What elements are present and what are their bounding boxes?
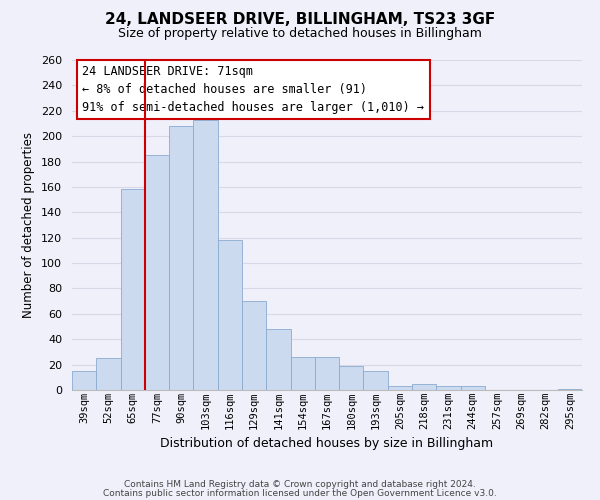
X-axis label: Distribution of detached houses by size in Billingham: Distribution of detached houses by size … xyxy=(160,437,494,450)
Bar xyxy=(388,386,412,390)
Bar xyxy=(145,155,169,390)
Text: Size of property relative to detached houses in Billingham: Size of property relative to detached ho… xyxy=(118,28,482,40)
Text: Contains public sector information licensed under the Open Government Licence v3: Contains public sector information licen… xyxy=(103,488,497,498)
Bar xyxy=(218,240,242,390)
Text: 24, LANDSEER DRIVE, BILLINGHAM, TS23 3GF: 24, LANDSEER DRIVE, BILLINGHAM, TS23 3GF xyxy=(105,12,495,28)
Y-axis label: Number of detached properties: Number of detached properties xyxy=(22,132,35,318)
Bar xyxy=(315,357,339,390)
Bar xyxy=(242,301,266,390)
Bar xyxy=(558,388,582,390)
Bar xyxy=(339,366,364,390)
Bar xyxy=(436,386,461,390)
Bar xyxy=(461,386,485,390)
Bar xyxy=(121,190,145,390)
Bar xyxy=(72,371,96,390)
Bar xyxy=(266,329,290,390)
Bar xyxy=(290,357,315,390)
Text: 24 LANDSEER DRIVE: 71sqm
← 8% of detached houses are smaller (91)
91% of semi-de: 24 LANDSEER DRIVE: 71sqm ← 8% of detache… xyxy=(82,65,424,114)
Bar xyxy=(193,120,218,390)
Bar xyxy=(412,384,436,390)
Text: Contains HM Land Registry data © Crown copyright and database right 2024.: Contains HM Land Registry data © Crown c… xyxy=(124,480,476,489)
Bar xyxy=(169,126,193,390)
Bar xyxy=(96,358,121,390)
Bar xyxy=(364,371,388,390)
